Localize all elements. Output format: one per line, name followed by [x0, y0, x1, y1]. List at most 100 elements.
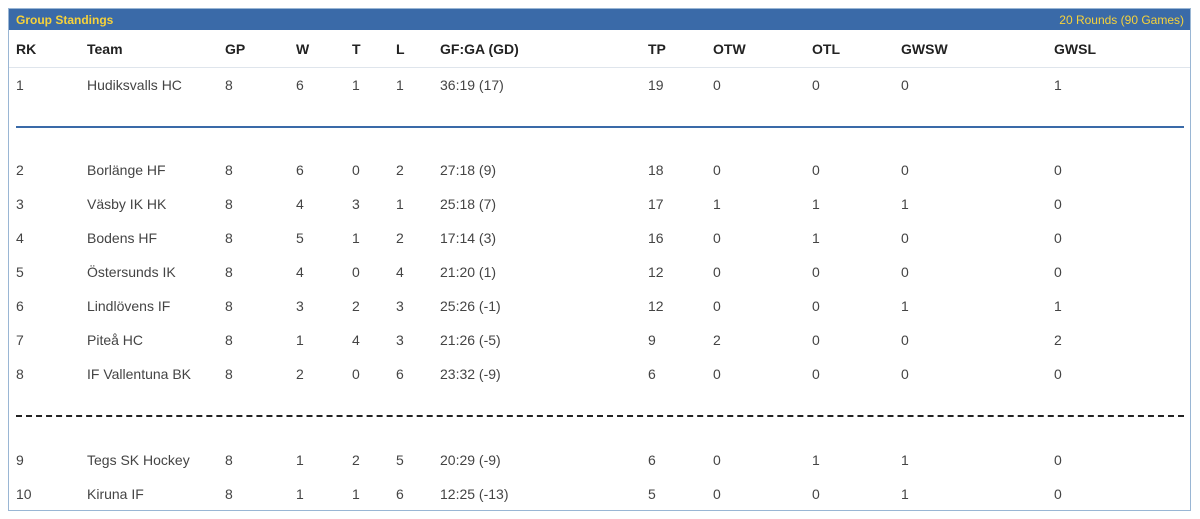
cell-gwsw: 0: [901, 77, 909, 93]
table-row: 3 Väsby IK HK 8 4 3 1 25:18 (7) 17 1 1 1 0: [9, 187, 1190, 221]
cell-t: 2: [352, 452, 360, 468]
cell-gp: 8: [225, 230, 233, 246]
col-l[interactable]: L: [396, 40, 405, 57]
cell-gwsw: 0: [901, 366, 909, 382]
cell-gfga: 25:18 (7): [440, 196, 497, 212]
col-w[interactable]: W: [296, 40, 310, 57]
cell-l: 2: [396, 162, 404, 178]
cell-otl: 0: [812, 332, 820, 348]
cell-otl: 0: [812, 366, 820, 382]
cell-gfga: 20:29 (-9): [440, 452, 501, 468]
cell-team[interactable]: Bodens HF: [87, 230, 158, 246]
cell-tp: 16: [648, 230, 664, 246]
cell-t: 0: [352, 366, 360, 382]
cell-l: 6: [396, 366, 404, 382]
cell-gwsl: 2: [1054, 332, 1062, 348]
cell-team[interactable]: Östersunds IK: [87, 264, 176, 280]
cell-gwsl: 0: [1054, 486, 1062, 502]
cell-team[interactable]: Hudiksvalls HC: [87, 77, 182, 93]
cell-gwsl: 0: [1054, 452, 1062, 468]
col-t[interactable]: T: [352, 40, 361, 57]
cell-otl: 0: [812, 162, 820, 178]
cell-otw: 0: [713, 264, 721, 280]
table-row: 8 IF Vallentuna BK 8 2 0 6 23:32 (-9) 6 0 0 0 0: [9, 357, 1190, 391]
col-otl[interactable]: OTL: [812, 40, 840, 57]
col-gwsl[interactable]: GWSL: [1054, 40, 1096, 57]
cell-team[interactable]: Borlänge HF: [87, 162, 166, 178]
cell-gp: 8: [225, 486, 233, 502]
cell-rk: 5: [16, 264, 24, 280]
cell-tp: 12: [648, 298, 664, 314]
col-otw[interactable]: OTW: [713, 40, 746, 57]
cell-l: 4: [396, 264, 404, 280]
cell-gfga: 36:19 (17): [440, 77, 504, 93]
cell-gwsl: 0: [1054, 196, 1062, 212]
cell-otl: 0: [812, 486, 820, 502]
cell-gwsw: 1: [901, 486, 909, 502]
cell-team[interactable]: Kiruna IF: [87, 486, 144, 502]
cell-team[interactable]: Piteå HC: [87, 332, 144, 348]
cell-gp: 8: [225, 162, 233, 178]
panel-header: Group Standings 20 Rounds (90 Games): [9, 9, 1190, 30]
table-row: 7 Piteå HC 8 1 4 3 21:26 (-5) 9 2 0 0 2: [9, 323, 1190, 357]
cell-gfga: 23:32 (-9): [440, 366, 501, 382]
cell-otw: 2: [713, 332, 721, 348]
cell-w: 2: [296, 366, 304, 382]
cell-rk: 6: [16, 298, 24, 314]
cell-rk: 3: [16, 196, 24, 212]
cell-gwsw: 0: [901, 230, 909, 246]
col-rk[interactable]: RK: [16, 40, 37, 57]
cell-otw: 0: [713, 452, 721, 468]
cell-l: 2: [396, 230, 404, 246]
table-row: 10 Kiruna IF 8 1 1 6 12:25 (-13) 5 0 0 1 0: [9, 477, 1190, 511]
column-header-row: RK Team GP W T L GF:GA (GD) TP OTW OTL G…: [9, 30, 1190, 68]
cell-gfga: 27:18 (9): [440, 162, 497, 178]
cell-gfga: 17:14 (3): [440, 230, 497, 246]
col-team[interactable]: Team: [87, 40, 123, 57]
cell-team[interactable]: IF Vallentuna BK: [87, 366, 192, 382]
table-row: 6 Lindlövens IF 8 3 2 3 25:26 (-1) 12 0 0 1 1: [9, 289, 1190, 323]
cell-gwsw: 1: [901, 196, 909, 212]
cell-gwsl: 1: [1054, 298, 1062, 314]
cell-l: 3: [396, 332, 404, 348]
cell-gwsl: 1: [1054, 77, 1062, 93]
col-tp[interactable]: TP: [648, 40, 666, 57]
cell-t: 1: [352, 230, 360, 246]
cell-otl: 0: [812, 298, 820, 314]
cell-otw: 0: [713, 162, 721, 178]
cell-gfga: 25:26 (-1): [440, 298, 501, 314]
cell-rk: 8: [16, 366, 24, 382]
cell-gfga: 21:26 (-5): [440, 332, 501, 348]
cell-gp: 8: [225, 366, 233, 382]
cell-gwsw: 1: [901, 298, 909, 314]
cell-l: 6: [396, 486, 404, 502]
cell-l: 5: [396, 452, 404, 468]
cell-gwsl: 0: [1054, 162, 1062, 178]
cell-w: 6: [296, 77, 304, 93]
cell-team[interactable]: Tegs SK Hockey: [87, 452, 190, 468]
cell-gp: 8: [225, 298, 233, 314]
cell-l: 1: [396, 77, 404, 93]
cell-t: 1: [352, 486, 360, 502]
cell-otw: 1: [713, 196, 721, 212]
cell-team[interactable]: Väsby IK HK: [87, 196, 167, 212]
standings-body: 1 Hudiksvalls HC 8 6 1 1 36:19 (17) 19 0 0 0 1 2 Borl…: [9, 9, 1190, 510]
cell-tp: 17: [648, 196, 664, 212]
col-gfga[interactable]: GF:GA (GD): [440, 40, 519, 57]
cell-otl: 1: [812, 452, 820, 468]
cell-t: 0: [352, 264, 360, 280]
cell-otl: 1: [812, 196, 820, 212]
table-row: 4 Bodens HF 8 5 1 2 17:14 (3) 16 0 1 0 0: [9, 221, 1190, 255]
cell-tp: 9: [648, 332, 656, 348]
promotion-separator: [16, 126, 1184, 128]
cell-otw: 0: [713, 486, 721, 502]
table-row: 5 Östersunds IK 8 4 0 4 21:20 (1) 12 0 0 0 0: [9, 255, 1190, 289]
cell-tp: 19: [648, 77, 664, 93]
col-gp[interactable]: GP: [225, 40, 246, 57]
col-gwsw[interactable]: GWSW: [901, 40, 948, 57]
cell-team[interactable]: Lindlövens IF: [87, 298, 171, 314]
cell-gwsl: 0: [1054, 230, 1062, 246]
cell-l: 1: [396, 196, 404, 212]
cell-gp: 8: [225, 452, 233, 468]
cell-gwsw: 1: [901, 452, 909, 468]
